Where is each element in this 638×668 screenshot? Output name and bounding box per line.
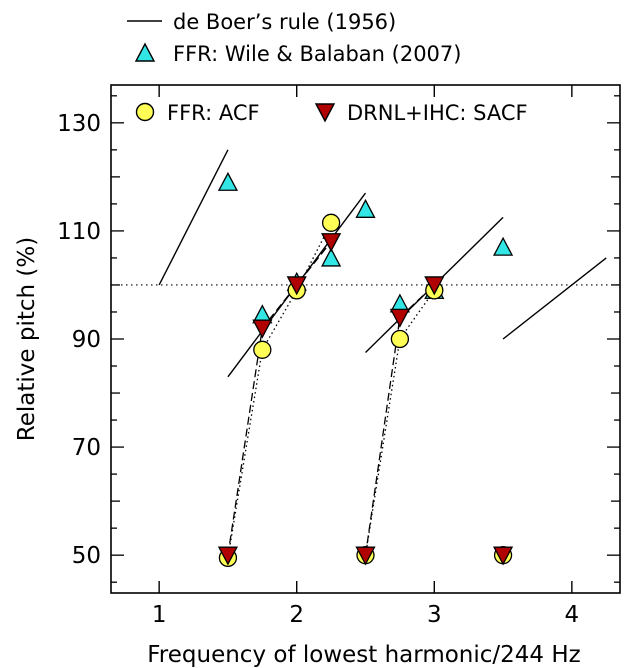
legend-marker-ffr-acf [135, 102, 155, 122]
y-tick-label: 70 [72, 435, 101, 461]
drnl-ihc-sacf-point [252, 319, 273, 339]
x-tick-label: 1 [152, 602, 167, 628]
legend-label-de-boer: de Boer’s rule (1956) [173, 10, 396, 34]
ffr-acf-point [321, 213, 341, 232]
y-tick-label: 130 [57, 111, 101, 137]
legend-marker-ffr-wile-balaban [134, 42, 156, 62]
drnl-ihc-sacf-markers [217, 233, 514, 566]
legend-label-ffr-acf: FFR: ACF [167, 101, 260, 125]
y-axis-label: Relative pitch (%) [14, 237, 40, 441]
ffr-wile-balaban-markers [217, 171, 514, 324]
drnl-ihc-sacf-point [286, 276, 307, 296]
x-tick-label: 2 [289, 602, 304, 628]
plot-frame [110, 84, 621, 594]
de-boer-segment [502, 257, 607, 340]
drnl-ihc-sacf-connector [227, 241, 332, 556]
ffr-wile-balaban-point [355, 198, 376, 218]
ffr-acf-connector [227, 222, 332, 558]
x-axis-label: Frequency of lowest harmonic/244 Hz [147, 642, 581, 668]
ffr-acf-point [253, 340, 272, 359]
ffr-acf-connector [364, 289, 435, 556]
drnl-ihc-sacf-point [321, 233, 342, 253]
x-axis-ticks: 1 2 3 4 [152, 85, 579, 628]
drnl-ihc-sacf-point [355, 546, 376, 566]
de-boer-segment [158, 149, 229, 286]
legend-label-ffr-wile-balaban: FFR: Wile & Balaban (2007) [173, 42, 461, 66]
ffr-acf-markers [218, 213, 513, 568]
y-tick-label: 90 [72, 327, 101, 353]
ffr-acf-point [390, 329, 410, 349]
x-tick-label: 4 [565, 602, 580, 628]
y-tick-label: 50 [72, 543, 101, 569]
y-axis-ticks: 50 70 90 110 130 [57, 95, 620, 583]
ffr-wile-balaban-point [217, 171, 239, 191]
legend-marker-drnl-ihc-sacf [314, 103, 336, 123]
series-connectors [227, 222, 435, 558]
drnl-ihc-sacf-point [389, 308, 410, 328]
drnl-ihc-sacf-point [424, 276, 445, 296]
legend: de Boer’s rule (1956) FFR: Wile & Balaba… [127, 10, 528, 125]
drnl-ihc-sacf-point [217, 546, 239, 566]
legend-label-drnl-ihc-sacf: DRNL+IHC: SACF [347, 101, 528, 125]
ffr-wile-balaban-point [492, 236, 514, 256]
y-tick-label: 110 [57, 219, 101, 245]
drnl-ihc-sacf-point [492, 546, 514, 566]
ffr-wile-balaban-point [321, 247, 342, 267]
x-tick-label: 3 [427, 602, 442, 628]
